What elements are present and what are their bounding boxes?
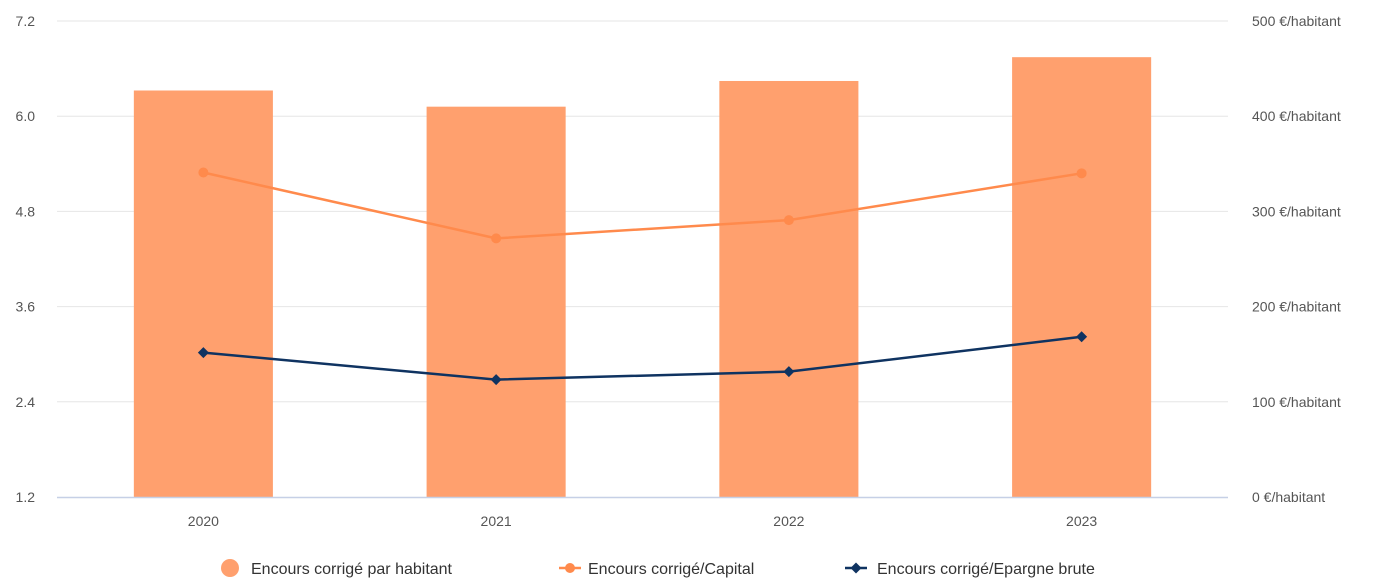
point-2023 <box>1076 331 1088 343</box>
y-right-tick-label: 200 €/habitant <box>1252 299 1341 315</box>
x-tick-label: 2023 <box>1066 513 1097 529</box>
bar-2020 <box>133 90 273 497</box>
legend-marker-dot <box>565 563 575 573</box>
y-left-tick-label: 7.2 <box>16 13 36 29</box>
y-left-tick-label: 4.8 <box>16 203 36 219</box>
legend: Encours corrigé par habitant Encours corr… <box>221 559 1095 578</box>
y-left-tick-label: 6.0 <box>16 108 36 124</box>
series-line-1 <box>203 171 1082 240</box>
y-left-tick-label: 3.6 <box>16 299 36 315</box>
legend-label: Encours corrigé/Capital <box>588 561 754 578</box>
y-left-tick-label: 1.2 <box>16 489 36 505</box>
point-2020 <box>198 167 209 178</box>
bar-2023 <box>1012 57 1152 498</box>
y-left-tick-label: 2.4 <box>16 394 36 410</box>
point-2021 <box>491 233 502 244</box>
x-tick-label: 2021 <box>481 513 512 529</box>
legend-marker-diamond <box>850 562 862 574</box>
tick-labels: 1.2 0 €/habitant 2.4 100 €/habitant 3.6 200 €… <box>16 13 1341 529</box>
y-right-tick-label: 0 €/habitant <box>1252 489 1325 505</box>
y-right-tick-label: 400 €/habitant <box>1252 108 1341 124</box>
y-right-tick-label: 100 €/habitant <box>1252 394 1341 410</box>
point-2021 <box>490 374 502 386</box>
x-tick-label: 2020 <box>188 513 219 529</box>
legend-marker-bar <box>221 559 239 577</box>
bar-2021 <box>426 106 566 498</box>
y-right-tick-label: 500 €/habitant <box>1252 13 1341 29</box>
legend-label: Encours corrigé par habitant <box>251 561 453 578</box>
bar-2022 <box>719 80 859 497</box>
point-2022 <box>783 215 794 226</box>
legend-label: Encours corrigé/Epargne brute <box>877 561 1095 578</box>
bar-series <box>133 57 1152 498</box>
line-series <box>197 167 1088 386</box>
point-2022 <box>783 366 795 378</box>
y-right-tick-label: 300 €/habitant <box>1252 203 1341 219</box>
point-2020 <box>197 347 209 359</box>
series-line-2 <box>203 335 1082 381</box>
point-2023 <box>1076 168 1087 179</box>
x-tick-label: 2022 <box>773 513 804 529</box>
